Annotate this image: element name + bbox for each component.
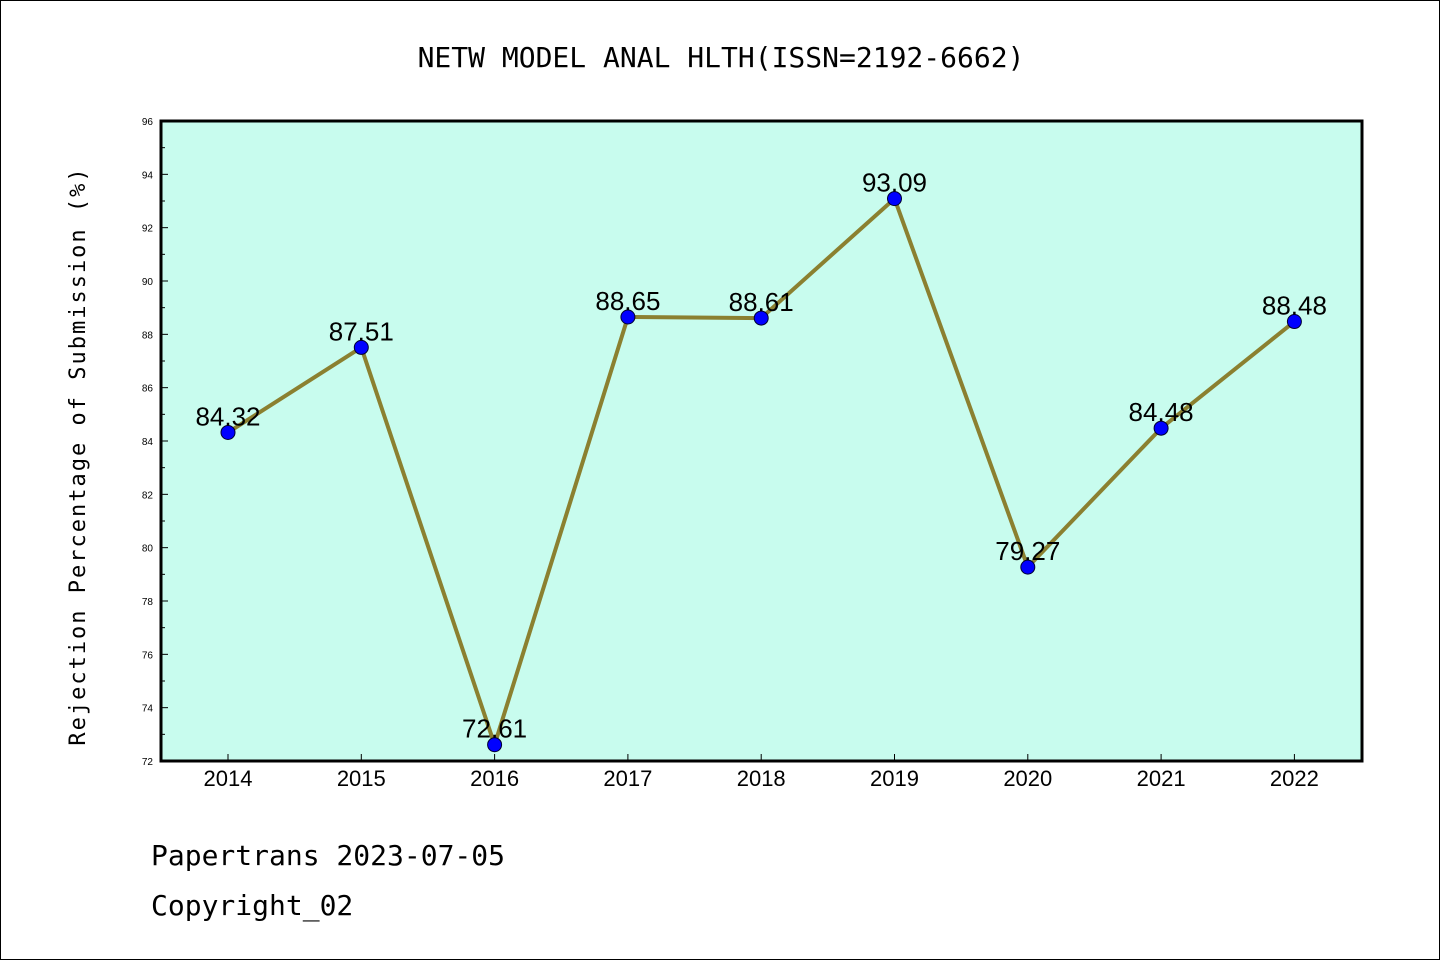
data-point-marker [220,424,236,440]
x-tick-label: 2020 [1003,766,1052,791]
y-tick-label: 90 [142,277,154,288]
y-tick-label: 84 [142,437,154,448]
y-tick-label: 94 [142,170,154,181]
data-point-marker [353,339,369,355]
data-point-label: 93.09 [862,168,927,198]
data-point-marker [753,310,769,326]
data-point-marker [1153,420,1169,436]
data-point-marker [887,191,902,207]
x-tick-label: 2016 [470,766,519,791]
chart-title: NETW MODEL ANAL HLTH(ISSN=2192-6662) [418,41,1025,74]
data-point-label: 88.48 [1262,291,1327,321]
footer-copyright: Copyright_02 [151,889,353,923]
y-tick-label: 74 [142,704,154,715]
y-tick-label: 96 [142,117,154,128]
x-tick-label: 2019 [870,766,919,791]
x-tick-label: 2022 [1270,766,1319,791]
y-tick-label: 92 [142,224,154,235]
data-labels-group: 84.32 87.51 72.61 88.65 88.61 93.09 79.27 84.48… [195,168,1326,744]
x-tick-label: 2018 [737,766,786,791]
data-point-label: 72.61 [462,714,527,744]
y-tick-label: 78 [142,597,154,608]
x-tick-label: 2017 [603,766,652,791]
data-point-label: 84.32 [195,401,260,431]
x-axis: 2014 2015 2016 2017 2018 2019 2020 2021 2022 [204,754,1319,791]
y-tick-label: 88 [142,330,154,341]
data-point-label: 88.61 [729,287,794,317]
y-axis-label: Rejection Percentage of Submission (%) [66,166,91,745]
data-point-label: 84.48 [1129,397,1194,427]
y-tick-label: 80 [142,544,154,555]
y-axis: 72 74 76 78 80 82 84 86 88 90 92 94 96 [142,117,168,768]
data-point-marker [1286,314,1302,330]
y-tick-label: 76 [142,650,154,661]
data-point-marker [1020,559,1036,575]
x-tick-label: 2015 [337,766,386,791]
data-point-marker [620,309,636,325]
plot-area [159,119,1364,763]
data-point-label: 79.27 [995,536,1060,566]
data-point-label: 88.65 [595,286,660,316]
y-tick-label: 72 [142,757,154,768]
data-point-label: 87.51 [329,316,394,346]
series-markers-group [220,191,1302,753]
data-point-marker [487,737,503,753]
x-tick-label: 2014 [204,766,253,791]
x-tick-label: 2021 [1137,766,1186,791]
y-tick-label: 82 [142,490,154,501]
footer-date: Papertrans 2023-07-05 [151,839,505,872]
y-tick-label: 86 [142,384,154,395]
